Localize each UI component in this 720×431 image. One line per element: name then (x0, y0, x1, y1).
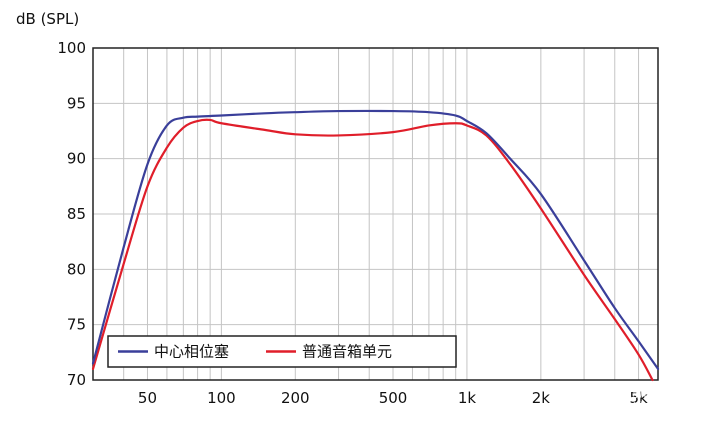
y-tick-label: 80 (67, 260, 86, 278)
series-line-2 (91, 118, 654, 382)
y-tick-label: 100 (57, 39, 86, 57)
x-tick-label: 100 (207, 389, 236, 407)
x-tick-label: 500 (379, 389, 408, 407)
y-tick-label: 95 (67, 94, 86, 112)
watermark-text: 众测 (652, 395, 684, 414)
watermark-char-2: 浪 (632, 400, 648, 419)
y-tick-label: 90 (67, 150, 86, 168)
series-line-1 (91, 109, 660, 371)
y-tick-label: 85 (67, 205, 86, 223)
axes: 70 75 80 85 90 95 100 50 100 200 500 1k 2k 5k dB (SPL) (16, 10, 659, 407)
watermark: 新浪 众测 (632, 382, 684, 419)
watermark-char-1: 新 (632, 382, 648, 401)
legend: 中心相位塞 普通音箱单元 (107, 335, 457, 368)
x-tick-label: 2k (532, 389, 551, 407)
x-tick-label: 200 (281, 389, 310, 407)
x-tick-label: 50 (138, 389, 157, 407)
y-tick-label: 75 (67, 316, 86, 334)
y-tick-label: 70 (67, 371, 86, 389)
legend-label-2: 普通音箱单元 (302, 343, 392, 361)
legend-label-1: 中心相位塞 (154, 343, 229, 361)
x-tick-label: 5k (629, 389, 648, 407)
y-axis-label: dB (SPL) (16, 10, 79, 28)
x-tick-label: 1k (458, 389, 477, 407)
grid (93, 48, 658, 380)
plot-frame (92, 47, 659, 381)
series-lines (91, 109, 660, 382)
